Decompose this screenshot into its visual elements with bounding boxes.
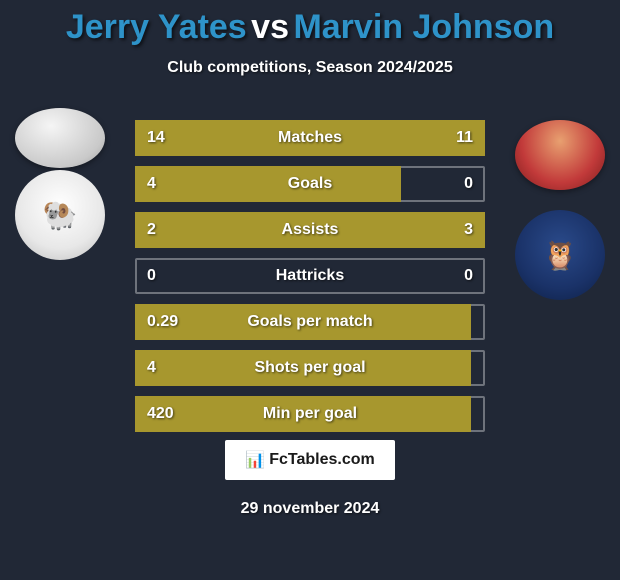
stat-value-left: 420 bbox=[147, 396, 174, 432]
player1-club-logo: 🐏 bbox=[15, 170, 105, 260]
subtitle: Club competitions, Season 2024/2025 bbox=[0, 59, 620, 77]
branding-text: FcTables.com bbox=[269, 451, 375, 469]
chart-icon: 📊 bbox=[245, 450, 265, 470]
stat-value-left: 2 bbox=[147, 212, 156, 248]
date-label: 29 november 2024 bbox=[0, 500, 620, 518]
stat-row: Shots per goal4 bbox=[135, 350, 485, 386]
comparison-chart: Matches1411Goals40Assists23Hattricks00Go… bbox=[135, 120, 485, 442]
stat-value-left: 0.29 bbox=[147, 304, 178, 340]
stat-value-left: 4 bbox=[147, 166, 156, 202]
stat-row: Goals per match0.29 bbox=[135, 304, 485, 340]
stat-value-right: 0 bbox=[464, 166, 473, 202]
stat-label: Hattricks bbox=[135, 258, 485, 294]
player2-avatar bbox=[515, 120, 605, 190]
stat-row: Hattricks0 0 bbox=[135, 258, 485, 294]
stat-value-left: 0 bbox=[147, 258, 156, 294]
stat-value-right: 11 bbox=[456, 120, 473, 156]
stat-label: Goals per match bbox=[135, 304, 485, 340]
player1-name: Jerry Yates bbox=[66, 8, 247, 46]
stat-label: Assists bbox=[135, 212, 485, 248]
title: Jerry Yates vs Marvin Johnson bbox=[0, 0, 620, 47]
stat-value-right: 0 bbox=[464, 258, 473, 294]
stat-label: Matches bbox=[135, 120, 485, 156]
stat-label: Shots per goal bbox=[135, 350, 485, 386]
stat-label: Min per goal bbox=[135, 396, 485, 432]
ram-icon: 🐏 bbox=[43, 199, 78, 232]
stat-value-left: 4 bbox=[147, 350, 156, 386]
player2-club-logo: 🦉 bbox=[515, 210, 605, 300]
branding-badge: 📊 FcTables.com bbox=[225, 440, 395, 480]
stat-row: Assists2 3 bbox=[135, 212, 485, 248]
stat-row: Min per goal420 bbox=[135, 396, 485, 432]
vs-text: vs bbox=[251, 8, 289, 46]
owl-icon: 🦉 bbox=[543, 239, 578, 272]
stat-label: Goals bbox=[135, 166, 485, 202]
stat-row: Matches14 11 bbox=[135, 120, 485, 156]
player1-avatar bbox=[15, 108, 105, 168]
stat-value-left: 14 bbox=[147, 120, 165, 156]
stat-value-right: 3 bbox=[464, 212, 473, 248]
player2-name: Marvin Johnson bbox=[293, 8, 554, 46]
stat-row: Goals4 0 bbox=[135, 166, 485, 202]
